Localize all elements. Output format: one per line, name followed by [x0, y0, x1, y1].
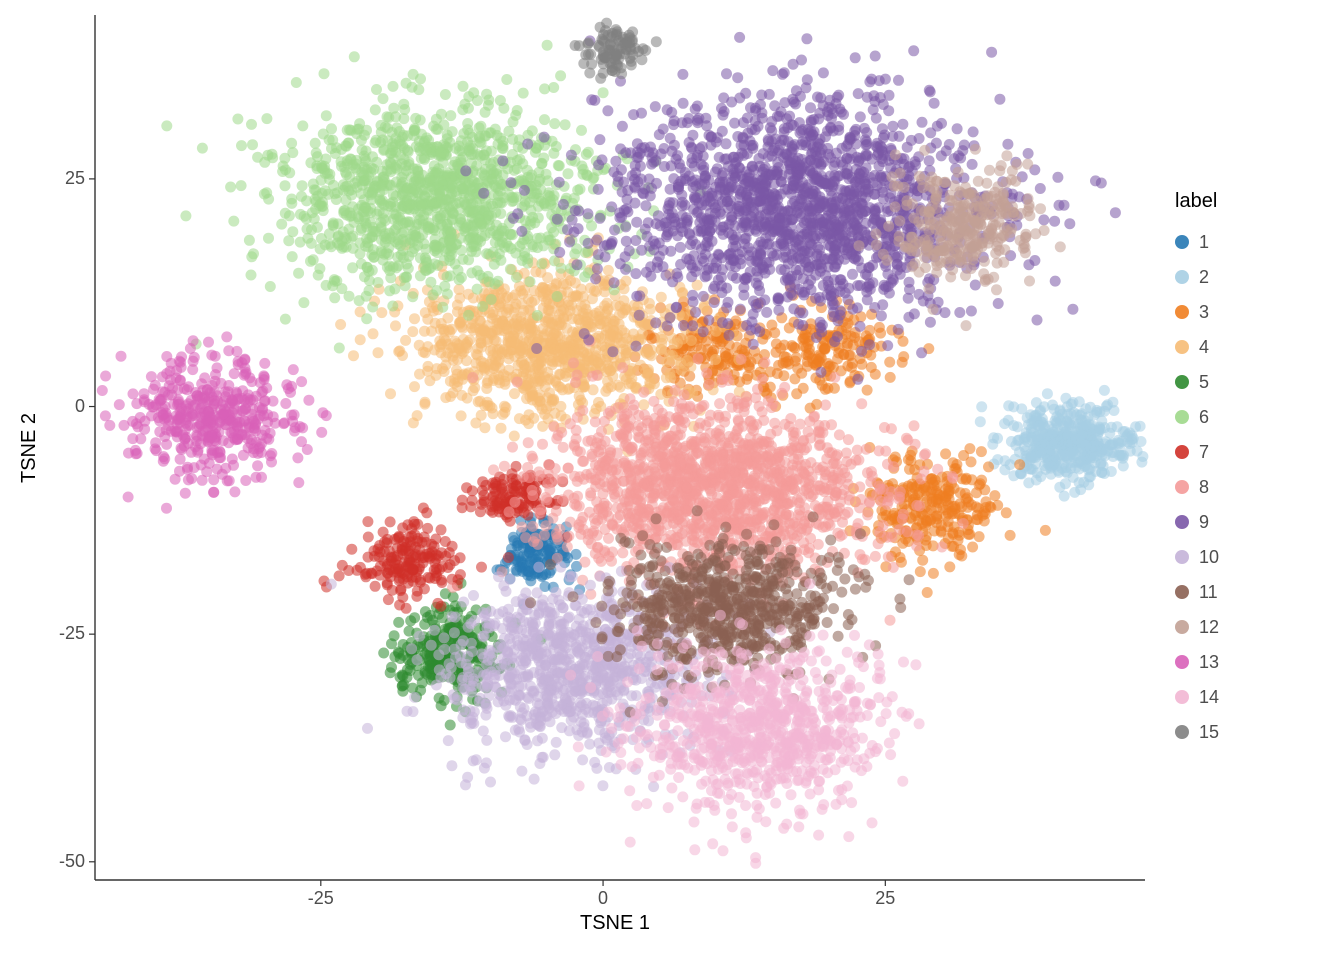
legend-item: 6 — [1175, 405, 1209, 429]
legend-item: 12 — [1175, 615, 1219, 639]
y-tick-label: -50 — [59, 851, 85, 872]
legend-item: 11 — [1175, 580, 1218, 604]
x-axis-title: TSNE 1 — [580, 912, 650, 935]
y-tick-label: 25 — [65, 168, 85, 189]
legend-swatch — [1175, 445, 1189, 459]
legend-swatch — [1175, 480, 1189, 494]
legend-item: 15 — [1175, 720, 1219, 744]
legend-swatch — [1175, 270, 1189, 284]
legend-label: 11 — [1199, 582, 1218, 603]
legend-label: 10 — [1199, 547, 1219, 568]
legend-label: 1 — [1199, 232, 1209, 253]
legend-label: 14 — [1199, 687, 1219, 708]
legend-label: 9 — [1199, 512, 1209, 533]
legend-item: 8 — [1175, 475, 1209, 499]
legend-swatch — [1175, 550, 1189, 564]
legend-swatch — [1175, 375, 1189, 389]
legend-item: 10 — [1175, 545, 1219, 569]
legend-swatch — [1175, 725, 1189, 739]
legend-item: 14 — [1175, 685, 1219, 709]
legend-item: 5 — [1175, 370, 1209, 394]
legend-item: 9 — [1175, 510, 1209, 534]
legend-label: 6 — [1199, 407, 1209, 428]
legend-label: 13 — [1199, 652, 1219, 673]
tsne-scatter-plot — [0, 0, 1344, 960]
legend-label: 3 — [1199, 302, 1209, 323]
legend-item: 7 — [1175, 440, 1209, 464]
legend-swatch — [1175, 690, 1189, 704]
x-tick-label: 25 — [865, 888, 905, 909]
legend-label: 8 — [1199, 477, 1209, 498]
legend-label: 7 — [1199, 442, 1209, 463]
legend-label: 12 — [1199, 617, 1219, 638]
chart-container: TSNE 1 TSNE 2 label 12345678910111213141… — [0, 0, 1344, 960]
legend-item: 13 — [1175, 650, 1219, 674]
legend-item: 3 — [1175, 300, 1209, 324]
legend-label: 4 — [1199, 337, 1209, 358]
legend-item: 4 — [1175, 335, 1209, 359]
y-tick-label: 0 — [75, 396, 85, 417]
legend-swatch — [1175, 340, 1189, 354]
legend-label: 5 — [1199, 372, 1209, 393]
legend-label: 2 — [1199, 267, 1209, 288]
legend-item: 2 — [1175, 265, 1209, 289]
legend-swatch — [1175, 410, 1189, 424]
legend-swatch — [1175, 235, 1189, 249]
legend-swatch — [1175, 585, 1189, 599]
y-tick-label: -25 — [59, 623, 85, 644]
legend-swatch — [1175, 305, 1189, 319]
y-axis-title: TSNE 2 — [18, 412, 41, 482]
legend-swatch — [1175, 655, 1189, 669]
legend-item: 1 — [1175, 230, 1209, 254]
x-tick-label: -25 — [301, 888, 341, 909]
legend-title: label — [1175, 190, 1217, 213]
x-tick-label: 0 — [583, 888, 623, 909]
legend-swatch — [1175, 515, 1189, 529]
legend-label: 15 — [1199, 722, 1219, 743]
legend-swatch — [1175, 620, 1189, 634]
